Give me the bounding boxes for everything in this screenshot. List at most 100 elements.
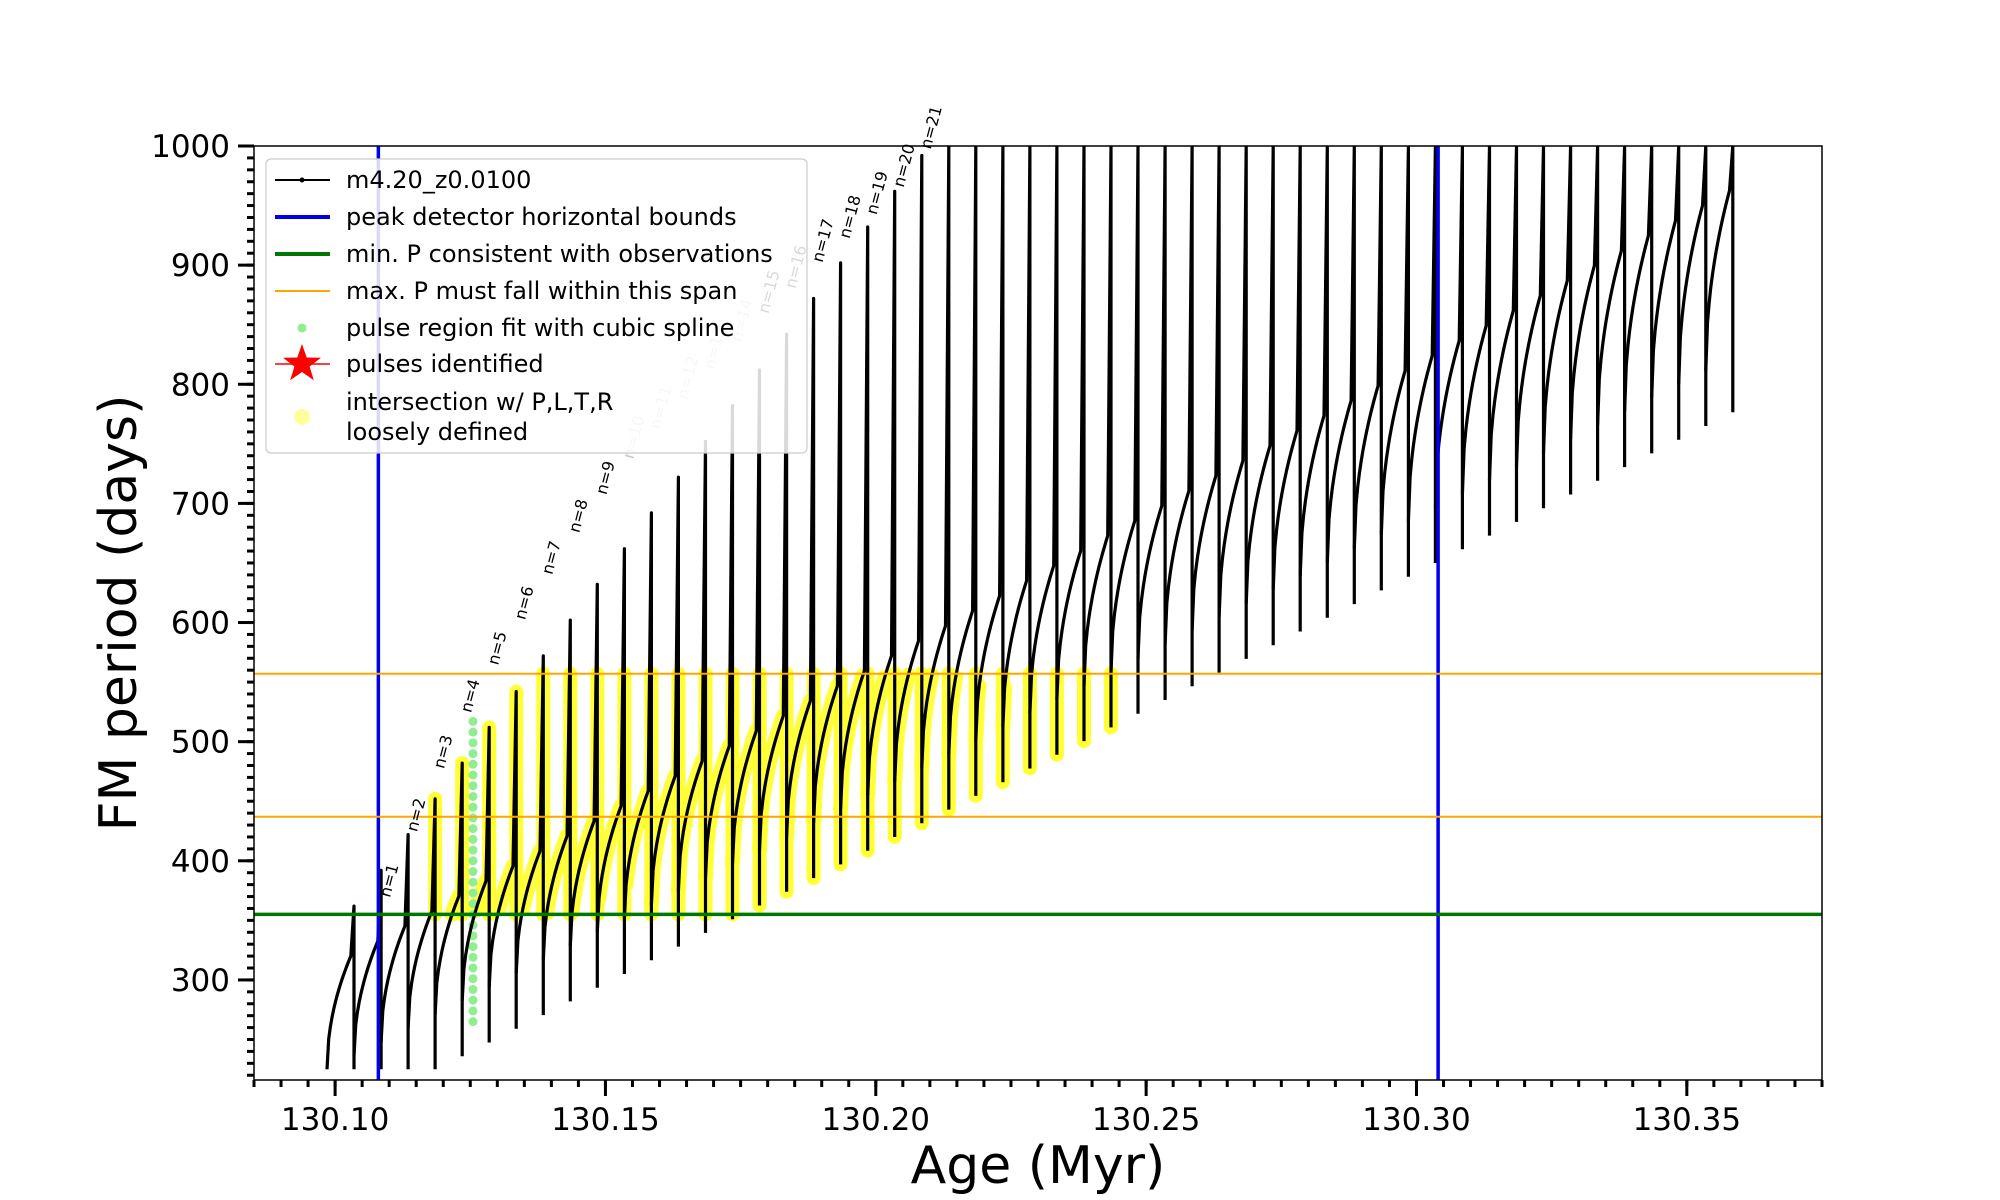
spline-fit-point: [468, 738, 478, 748]
reference-lines: [254, 146, 1822, 1080]
x-tick-label: 130.30: [1362, 1102, 1470, 1138]
spline-fit-point: [468, 856, 478, 866]
series-cycle: [1136, 146, 1167, 700]
series-cycle: [1514, 146, 1546, 509]
series-cycle: [730, 368, 762, 906]
series-cycle: [1055, 146, 1086, 742]
legend-handle: [297, 323, 307, 333]
series-cycle: [974, 146, 1005, 783]
y-tick-label: 400: [171, 844, 230, 880]
x-axis-title: Age (Myr): [911, 1136, 1166, 1196]
series-cycle: [920, 146, 951, 810]
y-tick-label: 500: [171, 725, 230, 761]
spline-fit-point: [468, 749, 478, 759]
series-cycle: [1217, 146, 1248, 659]
spline-fit-point: [468, 770, 478, 780]
series-cycle: [676, 439, 708, 933]
series-cycle: [622, 511, 654, 961]
series-cycle: [568, 582, 599, 988]
series-cycle: [1352, 146, 1383, 591]
series-cycle: [487, 689, 518, 1029]
series-cycle: [1298, 146, 1329, 618]
spline-fit-point: [468, 781, 478, 791]
legend-handle: [283, 344, 321, 381]
legend-label: m4.20_z0.0100: [346, 166, 531, 194]
legend-label: peak detector horizontal bounds: [346, 203, 737, 231]
legend-label: max. P must fall within this span: [346, 277, 737, 305]
y-tick-label: 700: [171, 486, 230, 522]
series-cycle: [1596, 146, 1627, 468]
series-cycle: [541, 618, 572, 1002]
spline-fit-point: [468, 834, 478, 844]
x-tick-label: 130.20: [822, 1102, 930, 1138]
spline-fit-point: [468, 877, 478, 887]
spline-fit-point: [468, 974, 478, 984]
x-tick-label: 130.10: [281, 1102, 389, 1138]
series-cycle: [1460, 146, 1492, 536]
legend-handle: [294, 409, 310, 425]
series-cycle: [1244, 146, 1275, 646]
spline-fit-point: [468, 716, 478, 726]
x-axis-ticks: 130.10 130.15 130.20 130.25 130.30 130.35: [252, 1080, 1824, 1138]
series-cycle: [1569, 146, 1600, 481]
series-cycle: [1623, 146, 1654, 454]
y-axis-ticks: 300 400 500 600 700 800 900 1000: [151, 129, 254, 1077]
spline-fit-point: [468, 791, 478, 801]
x-tick-label: 130.15: [551, 1102, 659, 1138]
series-cycle: [1190, 146, 1221, 673]
series-cycle: [893, 153, 924, 824]
legend-label: pulse region fit with cubic spline: [346, 314, 734, 342]
spline-fit-point: [468, 727, 478, 737]
spline-fit-point: [468, 845, 478, 855]
series-cycle: [1082, 146, 1113, 728]
series-cycle: [1001, 146, 1032, 769]
spline-fit-point: [468, 942, 478, 952]
x-tick-label: 130.25: [1092, 1102, 1200, 1138]
series-cycle: [1677, 146, 1708, 426]
legend-box: [265, 158, 808, 454]
series-cycle: [1650, 146, 1681, 440]
spline-fit-point: [468, 995, 478, 1005]
legend-label: loosely defined: [346, 418, 528, 446]
series-cycle: [1271, 146, 1302, 632]
spline-fit-point: [468, 813, 478, 823]
series-cycle: [812, 261, 843, 865]
spline-fit-point: [468, 759, 478, 769]
spline-fit-point: [468, 867, 478, 877]
y-tick-label: 1000: [151, 129, 230, 165]
y-tick-label: 300: [171, 963, 230, 999]
series-cycle: [460, 725, 491, 1043]
y-tick-label: 900: [171, 248, 230, 284]
legend-label: min. P consistent with observations: [346, 240, 773, 268]
series-cycle: [325, 904, 356, 1070]
series-cycle: [1163, 146, 1194, 687]
spline-fit-markers: [468, 716, 478, 1027]
y-tick-label: 800: [171, 367, 230, 403]
series-cycle: [866, 189, 897, 837]
series-cycle: [1379, 146, 1411, 577]
series-cycle: [514, 654, 545, 1016]
spline-fit-point: [468, 952, 478, 962]
series-cycle: [1541, 146, 1573, 495]
series-cycle: [649, 475, 681, 947]
legend-label: intersection w/ P,L,T,R: [346, 388, 613, 416]
y-axis-title: FM period (days): [89, 395, 149, 832]
series-cycle: [947, 146, 978, 796]
series-cycle: [1704, 146, 1735, 413]
series-cycle: [1325, 146, 1356, 605]
series-cycle: [1433, 146, 1465, 550]
series-cycle: [757, 332, 789, 892]
series-cycle: [785, 296, 816, 879]
y-tick-label: 600: [171, 606, 230, 642]
legend-handle-dot: [299, 177, 305, 183]
series-cycle: [1028, 146, 1059, 755]
series-cycle: [379, 832, 410, 1070]
x-tick-label: 130.35: [1633, 1102, 1741, 1138]
series-m4-20-z0-0100: [325, 146, 1735, 1070]
series-cycle: [433, 761, 464, 1057]
series-cycle: [595, 547, 627, 974]
series-cycle: [1109, 146, 1140, 714]
spline-fit-point: [468, 888, 478, 898]
